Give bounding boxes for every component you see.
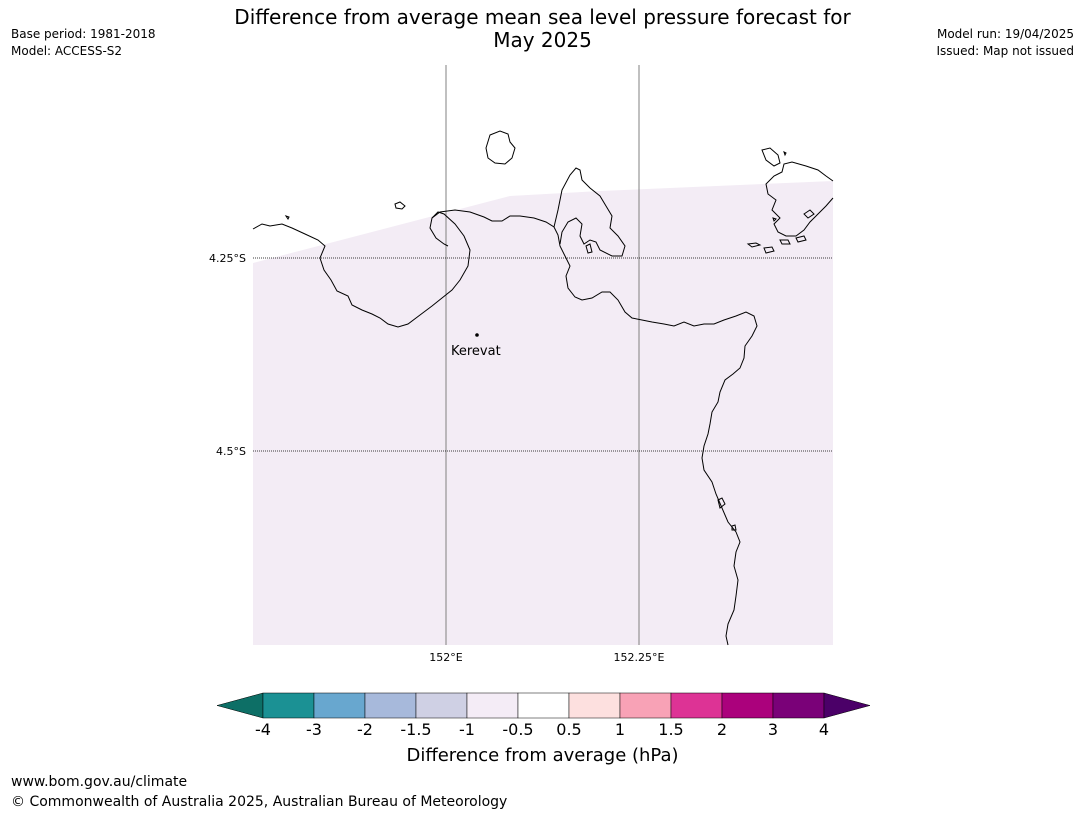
kerevat-marker xyxy=(475,333,479,337)
colorbar-arrow-high xyxy=(823,692,871,719)
metadata-right: Model run: 19/04/2025 Issued: Map not is… xyxy=(936,26,1074,60)
colorbar-segment xyxy=(364,692,417,719)
colorbar-segment xyxy=(466,692,519,719)
title-line-1: Difference from average mean sea level p… xyxy=(234,5,851,29)
colorbar-segment xyxy=(262,692,315,719)
coastline xyxy=(252,130,834,646)
colorbar-tick-label: -4 xyxy=(255,720,271,739)
colorbar-segment xyxy=(670,692,723,719)
colorbar-segment xyxy=(619,692,672,719)
colorbar-ticks: -4 -3 -2 -1.5 -1 -0.5 0.5 1 1.5 2 3 4 xyxy=(255,720,829,739)
colorbar-segment xyxy=(721,692,774,719)
colorbar-tick-label: -0.5 xyxy=(502,720,533,739)
colorbar-tick-label: 2 xyxy=(717,720,727,739)
lon-label-152: 152°E xyxy=(429,651,462,664)
map-title: Difference from average mean sea level p… xyxy=(0,6,1085,52)
base-period: Base period: 1981-2018 xyxy=(11,27,156,41)
lon-label-152-25: 152.25°E xyxy=(614,651,665,664)
colorbar-tick-label: 0.5 xyxy=(556,720,581,739)
colorbar-tick-label: -1.5 xyxy=(400,720,431,739)
colorbar-tick-label: -3 xyxy=(306,720,322,739)
title-line-2: May 2025 xyxy=(493,28,592,52)
colorbar-segments xyxy=(216,692,871,719)
model-run: Model run: 19/04/2025 xyxy=(936,27,1074,41)
colorbar-segment xyxy=(415,692,468,719)
colorbar-tick-label: 3 xyxy=(768,720,778,739)
footer-copyright: © Commonwealth of Australia 2025, Austra… xyxy=(11,794,508,810)
lat-label-4-25: 4.25°S xyxy=(209,252,246,265)
lat-label-4-5: 4.5°S xyxy=(216,445,246,458)
colorbar-tick-label: 4 xyxy=(819,720,829,739)
colorbar-segment xyxy=(772,692,825,719)
colorbar-segment xyxy=(517,692,570,719)
forecast-shading xyxy=(253,181,833,645)
colorbar-segment xyxy=(568,692,621,719)
issued-status: Issued: Map not issued xyxy=(936,44,1074,58)
colorbar-tick-label: -2 xyxy=(357,720,373,739)
colorbar-label: Difference from average (hPa) xyxy=(406,745,679,766)
colorbar-tick-label: 1 xyxy=(615,720,625,739)
model-name: Model: ACCESS-S2 xyxy=(11,44,123,58)
place-label-kerevat: Kerevat xyxy=(451,344,501,359)
colorbar-segment xyxy=(313,692,366,719)
colorbar-tick-label: 1.5 xyxy=(658,720,683,739)
colorbar-tick-label: -1 xyxy=(459,720,475,739)
colorbar-arrow-low xyxy=(216,692,264,719)
metadata-left: Base period: 1981-2018 Model: ACCESS-S2 xyxy=(11,26,156,60)
footer-url: www.bom.gov.au/climate xyxy=(11,774,188,790)
